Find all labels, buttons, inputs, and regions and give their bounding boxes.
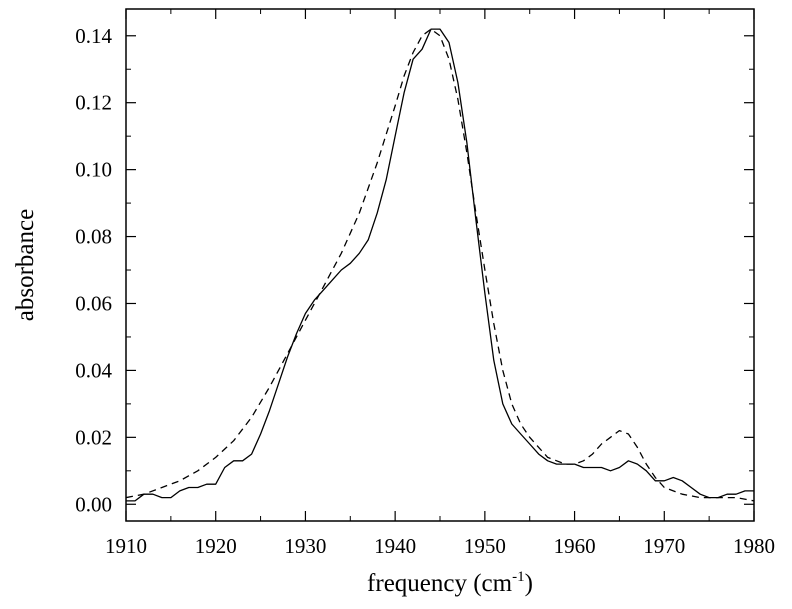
y-tick-label: 0.04 (75, 358, 112, 382)
y-axis-label: absorbance (12, 209, 39, 321)
y-tick-label: 0.02 (75, 425, 112, 449)
x-tick-label: 1910 (105, 534, 147, 558)
y-tick-label: 0.12 (75, 91, 112, 115)
x-axis-label: frequency (cm-1) (367, 569, 533, 597)
y-tick-label: 0.06 (75, 291, 112, 315)
y-tick-label: 0.08 (75, 225, 112, 249)
x-tick-label: 1920 (195, 534, 237, 558)
x-tick-label: 1980 (733, 534, 775, 558)
x-tick-label: 1970 (643, 534, 685, 558)
plot-frame (125, 8, 755, 522)
y-tick-label: 0.14 (75, 24, 112, 48)
x-tick-label: 1950 (464, 534, 506, 558)
x-tick-label: 1940 (374, 534, 416, 558)
y-tick-label: 0.00 (75, 492, 112, 516)
x-tick-label: 1960 (554, 534, 596, 558)
dashed-series-line (125, 28, 755, 502)
x-tick-label: 1930 (284, 534, 326, 558)
y-tick-label: 0.10 (75, 158, 112, 182)
solid-series-line (126, 28, 754, 502)
